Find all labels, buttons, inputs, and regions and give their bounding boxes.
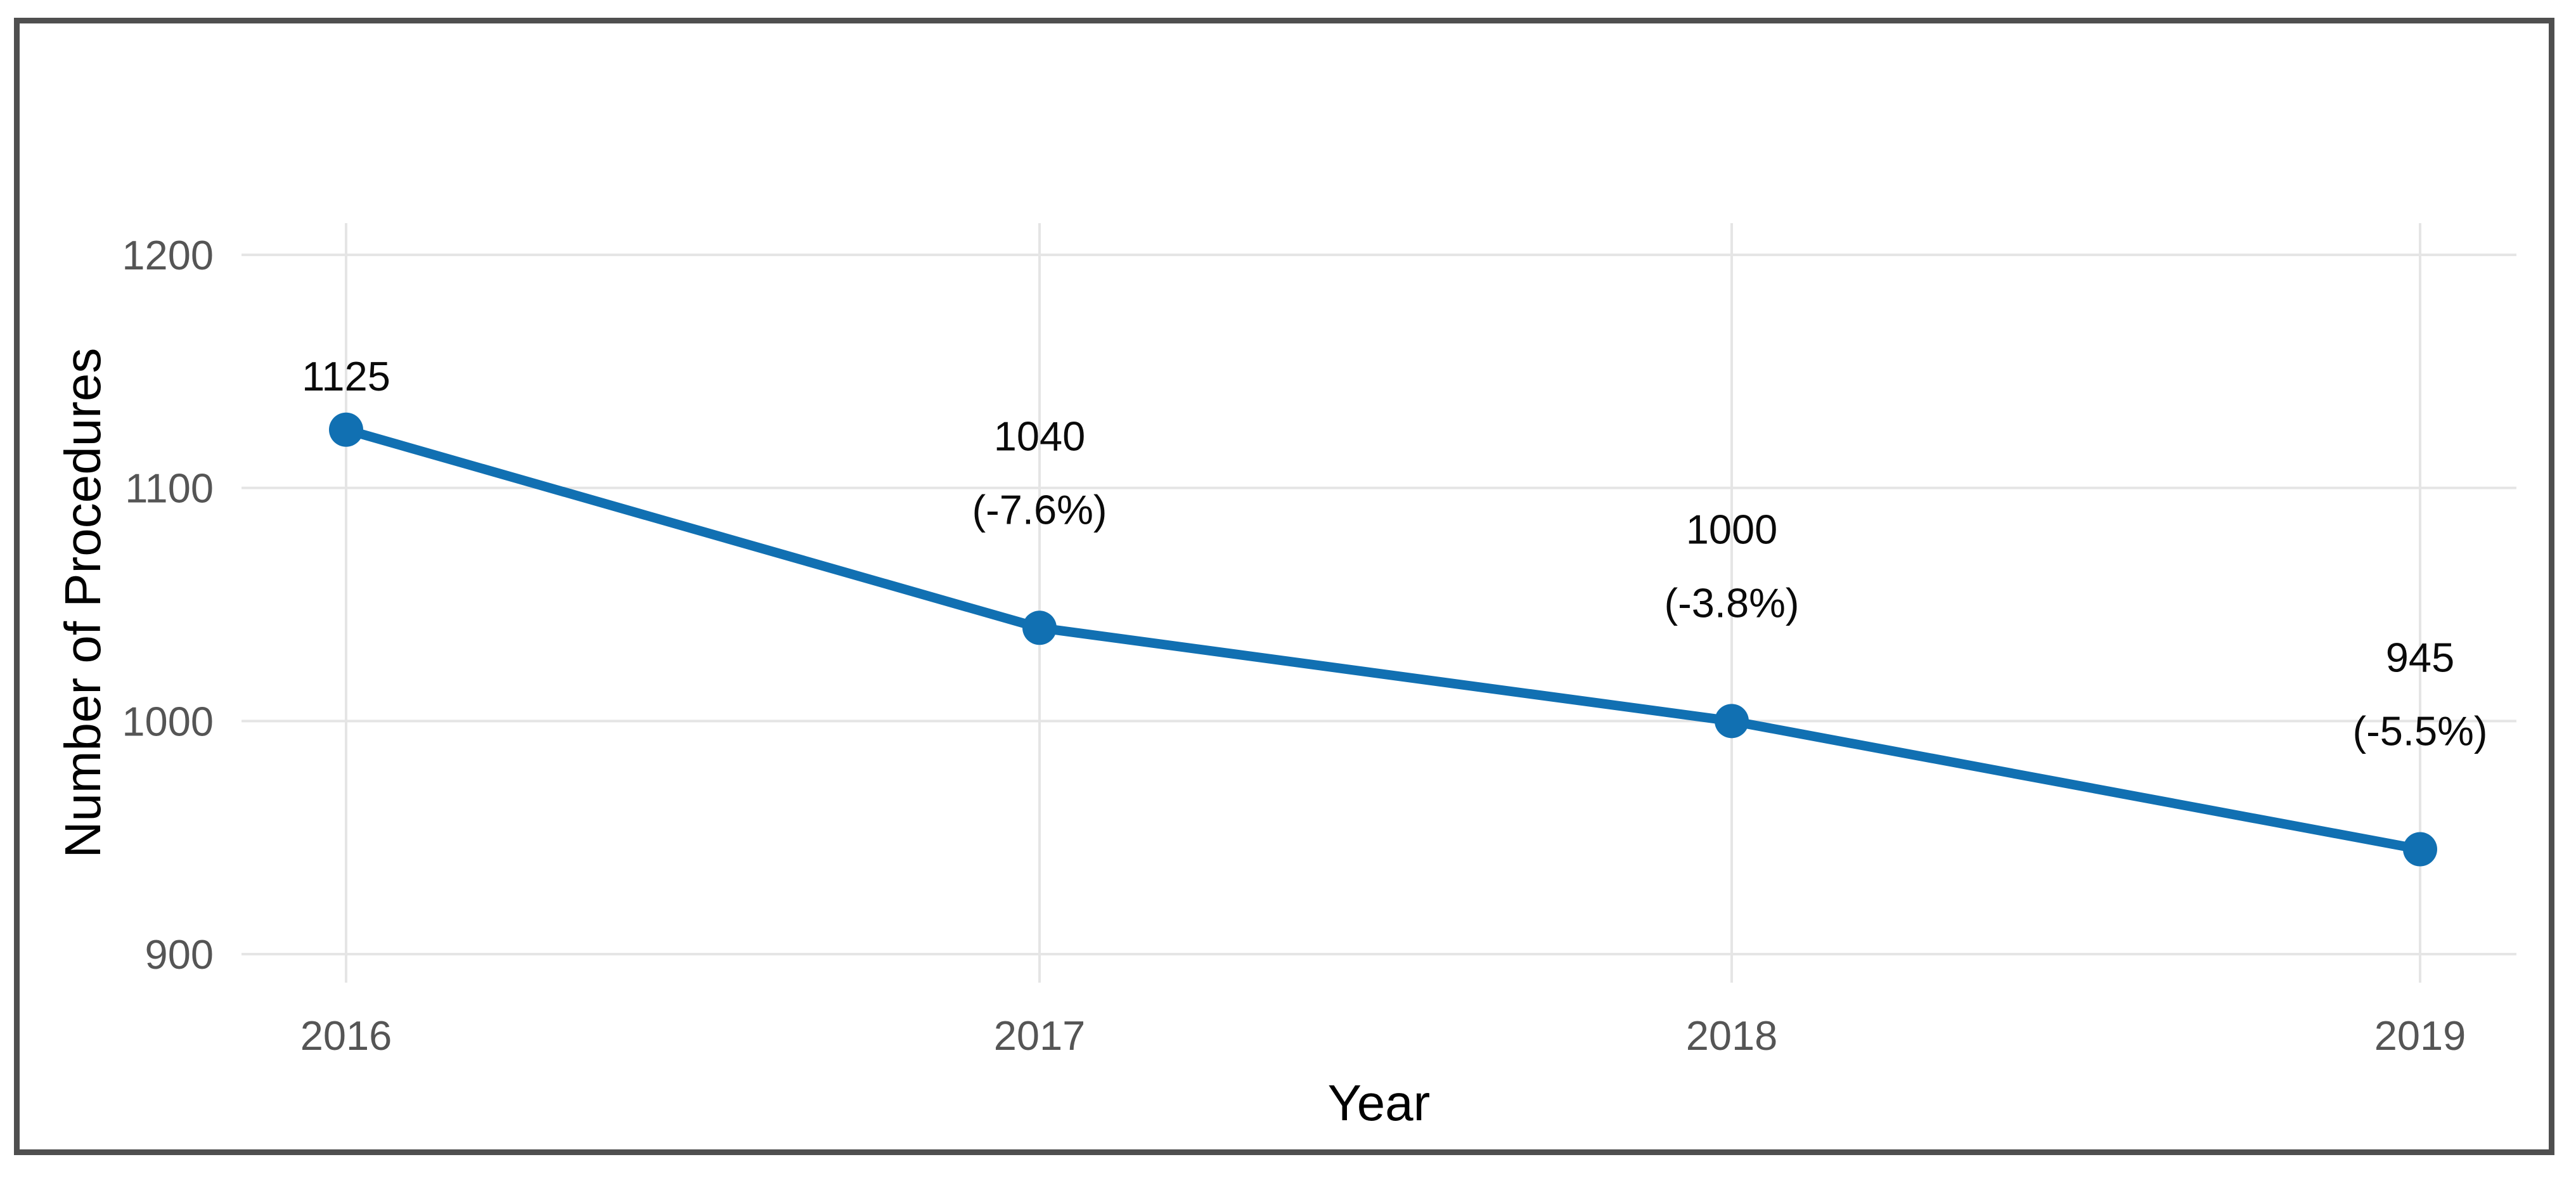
- data-label-2018-pct: (-3.8%): [1664, 579, 1799, 626]
- data-point-2018: [1715, 704, 1749, 739]
- y-tick-label-900: 900: [145, 931, 214, 978]
- data-label-2019-value: 945: [2386, 635, 2454, 681]
- data-point-2016: [329, 412, 363, 447]
- x-tick-label-2016: 2016: [300, 1012, 392, 1059]
- x-tick-label-2017: 2017: [994, 1012, 1086, 1059]
- data-label-2019-pct: (-5.5%): [2352, 708, 2487, 754]
- y-tick-label-1000: 1000: [122, 698, 214, 744]
- y-tick-label-1200: 1200: [122, 232, 214, 278]
- data-label-2016-value: 1125: [302, 353, 390, 399]
- y-tick-label-1100: 1100: [125, 465, 214, 512]
- data-point-2017: [1022, 611, 1057, 645]
- data-label-2017-pct: (-7.6%): [972, 486, 1107, 533]
- data-label-2018-value: 1000: [1686, 506, 1778, 552]
- y-axis-title: Number of Procedures: [55, 347, 111, 858]
- data-point-2019: [2403, 832, 2437, 867]
- x-tick-label-2019: 2019: [2374, 1012, 2466, 1059]
- x-axis-title: Year: [1327, 1075, 1431, 1131]
- data-label-2017-value: 1040: [994, 413, 1086, 459]
- chart-border: [14, 18, 2554, 1155]
- series-line: [341, 425, 2425, 855]
- x-tick-label-2018: 2018: [1686, 1012, 1778, 1059]
